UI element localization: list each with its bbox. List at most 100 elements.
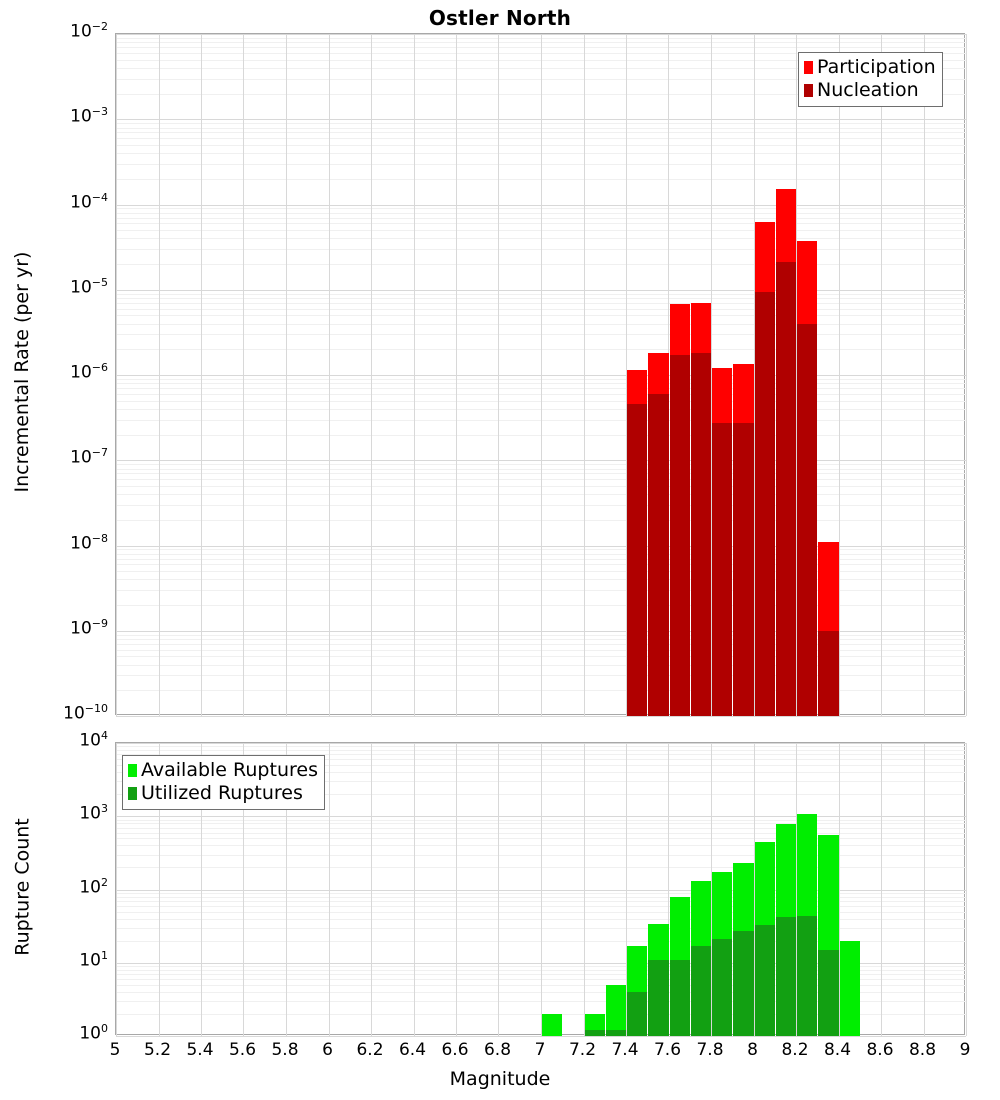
bar-rupture-count-background: [839, 940, 860, 1036]
grid-line-vertical: [116, 34, 117, 716]
x-tick-label: 6.6: [441, 1040, 469, 1060]
grid-line-vertical: [329, 743, 330, 1036]
grid-line-vertical: [924, 743, 925, 1036]
x-tick-label: 5.4: [186, 1040, 214, 1060]
bar-incremental-rate-foreground: [690, 353, 711, 716]
grid-line-vertical: [711, 743, 712, 1036]
bar-rupture-count-foreground: [818, 949, 839, 1036]
grid-line-vertical: [541, 34, 542, 716]
rupture-count-legend: Available Ruptures Utilized Ruptures: [122, 755, 325, 810]
x-tick-label: 7.2: [568, 1040, 597, 1060]
legend-label: Utilized Ruptures: [141, 782, 303, 804]
x-axis-label: Magnitude: [449, 1068, 551, 1090]
incremental-rate-legend: Participation Nucleation: [798, 52, 943, 107]
page-title: Ostler North: [428, 6, 572, 30]
y-tick-label: 10−8: [70, 531, 108, 554]
bar-rupture-count-foreground: [733, 931, 754, 1036]
bar-rupture-count-foreground: [605, 1030, 626, 1036]
legend-label: Nucleation: [817, 79, 919, 101]
bar-rupture-count-background: [542, 1013, 563, 1036]
x-tick-label: 6.4: [398, 1040, 427, 1060]
x-tick-label: 5.6: [228, 1040, 257, 1060]
x-tick-label: 7.4: [611, 1040, 639, 1060]
bar-incremental-rate-foreground: [818, 630, 839, 716]
x-tick-label: 5.8: [271, 1040, 299, 1060]
y-tick-label: 102: [79, 875, 108, 898]
y-tick-label: 10−5: [70, 275, 108, 298]
grid-line-vertical: [668, 743, 669, 1036]
grid-line-vertical: [414, 743, 415, 1036]
legend-item[interactable]: Nucleation: [804, 79, 936, 102]
x-tick-label: 6.2: [356, 1040, 384, 1060]
grid-line-vertical: [881, 743, 882, 1036]
y-tick-label: 10−9: [70, 616, 108, 639]
y-tick-label: 10−3: [70, 105, 108, 127]
bar-rupture-count-foreground: [648, 959, 669, 1036]
grid-line-vertical: [839, 34, 840, 716]
legend-label: Available Ruptures: [141, 759, 318, 781]
x-tick-label: 8.4: [823, 1040, 852, 1060]
bar-rupture-count-foreground: [690, 945, 711, 1036]
bar-incremental-rate-foreground: [733, 423, 754, 716]
grid-line-vertical: [668, 34, 669, 716]
grid-line-vertical: [498, 34, 499, 716]
x-tick-label: 6: [322, 1040, 333, 1060]
bar-rupture-count-foreground: [584, 1030, 605, 1036]
grid-line-vertical: [456, 743, 457, 1036]
legend-item[interactable]: Available Ruptures: [128, 759, 318, 782]
x-tick-label: 8: [747, 1040, 758, 1060]
x-tick-label: 9: [959, 1040, 971, 1060]
y-tick-label: 10−6: [70, 361, 108, 383]
grid-line-vertical: [201, 743, 202, 1036]
grid-line-vertical: [626, 34, 627, 716]
legend-item[interactable]: Utilized Ruptures: [128, 782, 318, 805]
grid-line-major-horizontal: [116, 716, 966, 717]
grid-line-vertical: [541, 743, 542, 1036]
grid-line-vertical: [286, 34, 287, 716]
grid-line-vertical: [243, 34, 244, 716]
grid-line-vertical: [966, 34, 967, 716]
y-tick-label: 10−4: [70, 190, 108, 213]
grid-line-vertical: [626, 743, 627, 1036]
grid-line-vertical: [371, 34, 372, 716]
x-tick-label: 8.8: [908, 1040, 937, 1060]
bar-rupture-count-foreground: [669, 959, 690, 1036]
legend-label: Participation: [817, 56, 936, 78]
bar-incremental-rate-foreground: [797, 323, 818, 716]
y-tick-label: 10−10: [63, 702, 108, 724]
y-tick-label: 10−7: [70, 446, 108, 468]
grid-line-vertical: [159, 743, 160, 1036]
incremental-rate-plot: [115, 33, 967, 717]
legend-swatch-icon: [804, 61, 813, 74]
y-tick-label: 100: [79, 1022, 108, 1044]
grid-line-vertical: [243, 743, 244, 1036]
bar-incremental-rate-foreground: [775, 262, 796, 716]
grid-line-vertical: [286, 743, 287, 1036]
bar-rupture-count-foreground: [712, 939, 733, 1036]
x-tick-label: 5.2: [143, 1040, 172, 1060]
legend-swatch-icon: [128, 787, 137, 800]
grid-line-vertical: [584, 34, 585, 716]
x-tick-label: 5: [109, 1040, 121, 1060]
bar-incremental-rate-foreground: [754, 291, 775, 716]
x-tick-label: 8.6: [866, 1040, 894, 1060]
legend-swatch-icon: [128, 764, 137, 777]
x-tick-label: 6.8: [483, 1040, 512, 1060]
y-tick-label: 104: [79, 729, 108, 751]
x-tick-label: 7: [534, 1040, 546, 1060]
bar-rupture-count-foreground: [754, 924, 775, 1036]
grid-line-vertical: [711, 34, 712, 716]
grid-line-vertical: [329, 34, 330, 716]
x-tick-label: 7.8: [696, 1040, 724, 1060]
bar-incremental-rate-foreground: [669, 355, 690, 716]
bar-rupture-count-foreground: [797, 915, 818, 1036]
grid-line-vertical: [924, 34, 925, 716]
grid-line-vertical: [116, 743, 117, 1036]
grid-line-vertical: [839, 743, 840, 1036]
grid-line-vertical: [966, 743, 967, 1036]
grid-line-vertical: [584, 743, 585, 1036]
grid-line-vertical: [881, 34, 882, 716]
rupture-count-plot: [115, 742, 967, 1037]
legend-item[interactable]: Participation: [804, 56, 936, 79]
